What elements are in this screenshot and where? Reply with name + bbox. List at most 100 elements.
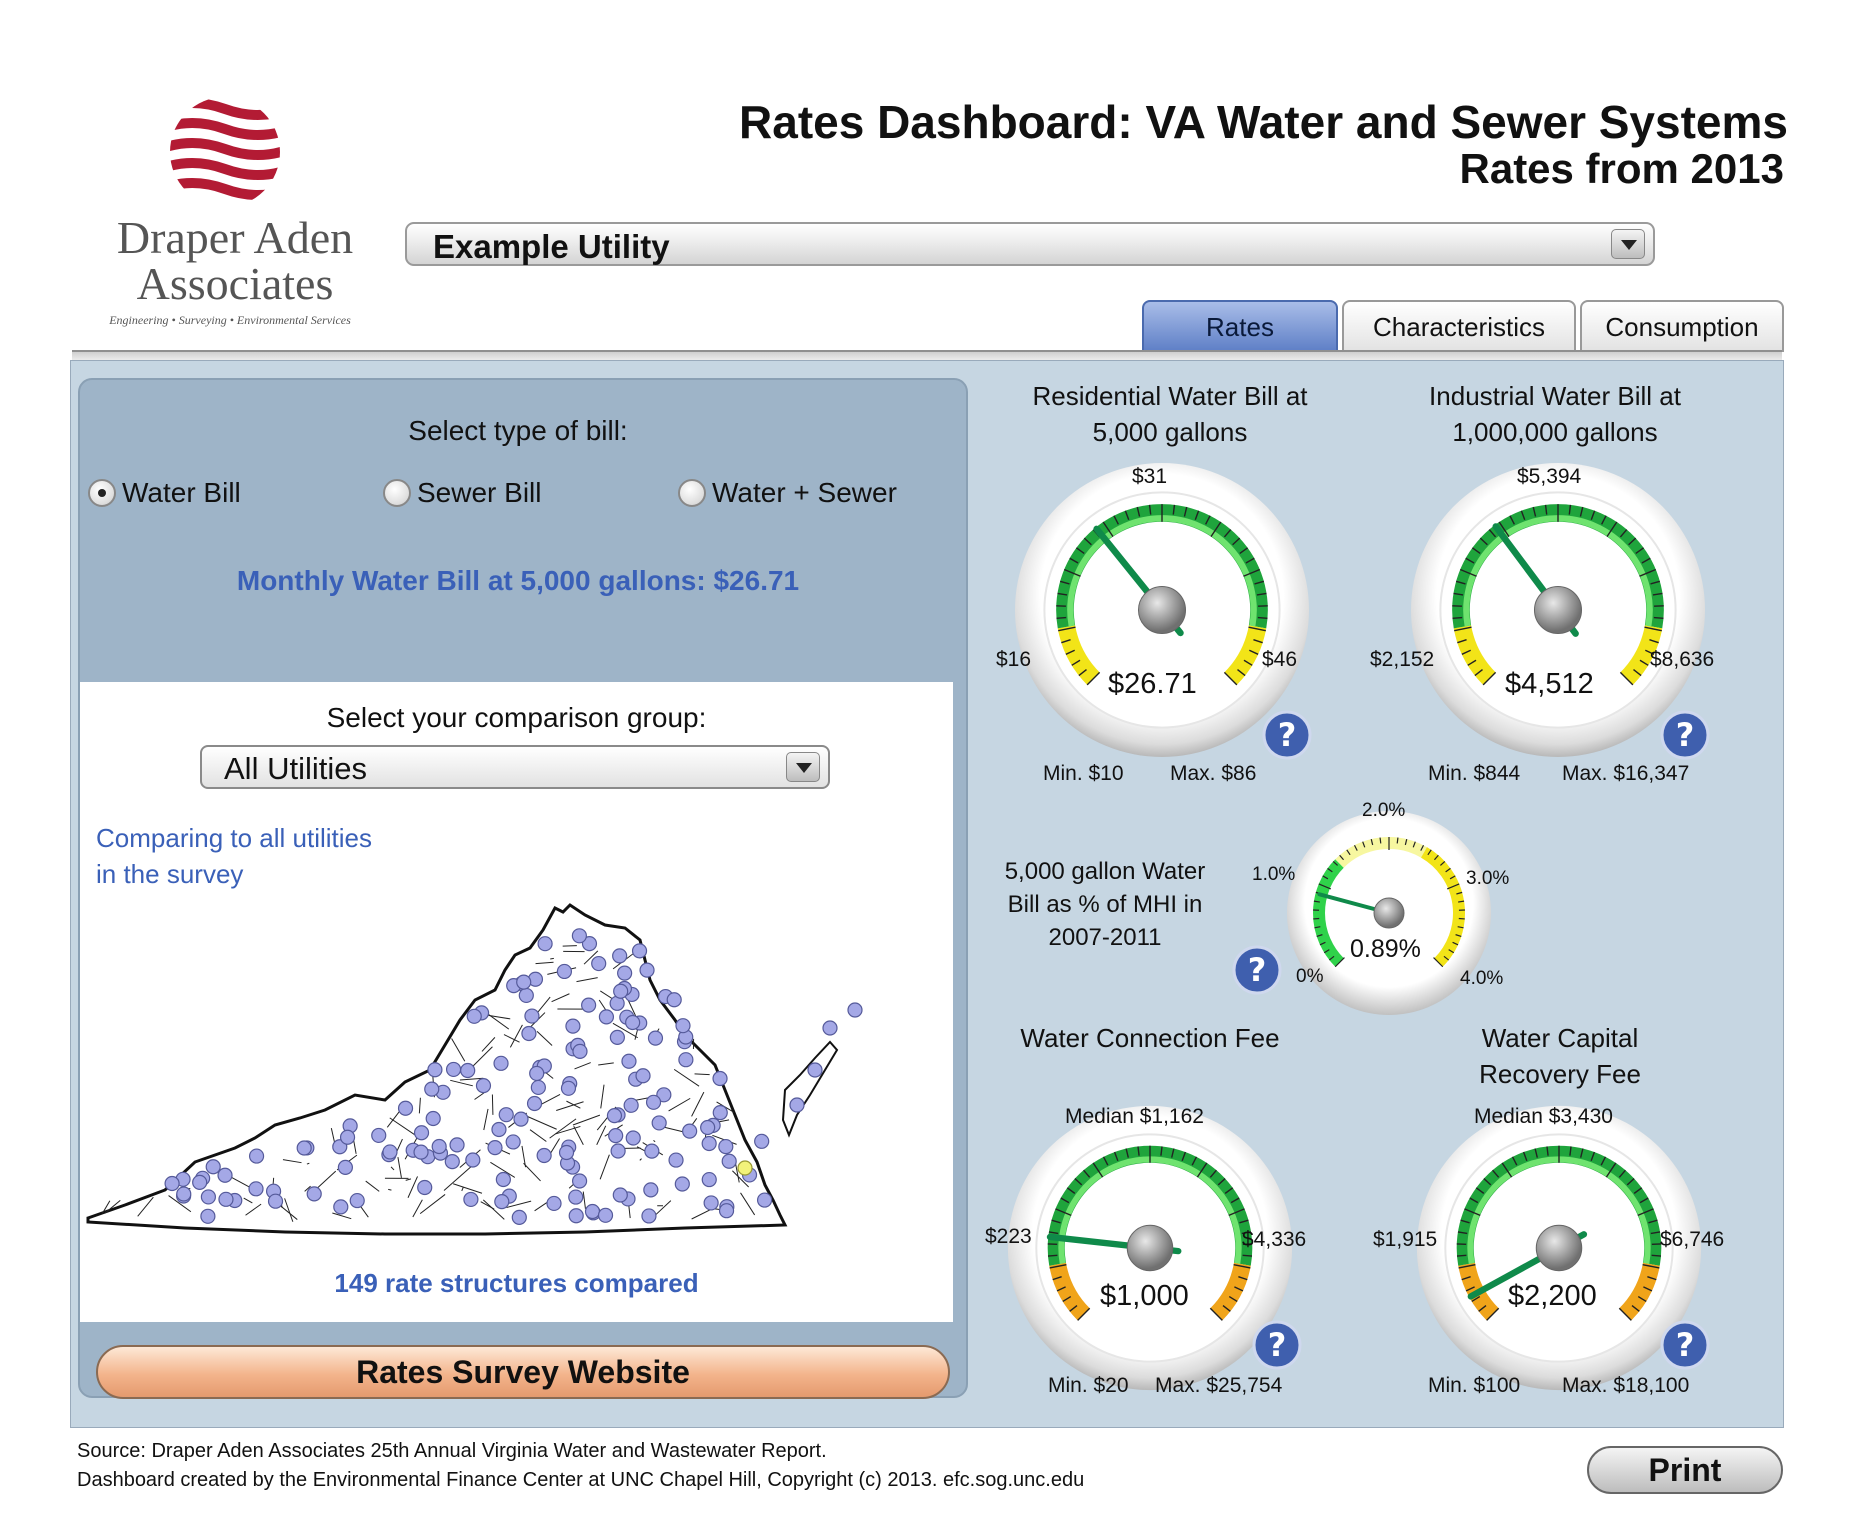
utility-marker[interactable] xyxy=(463,1191,479,1208)
help-icon[interactable]: ? xyxy=(1262,710,1312,760)
utility-marker[interactable] xyxy=(644,1143,660,1159)
utility-marker[interactable] xyxy=(701,1171,717,1188)
utility-marker[interactable] xyxy=(597,1207,614,1223)
utility-marker[interactable] xyxy=(465,1152,481,1168)
utility-marker[interactable] xyxy=(518,987,534,1004)
utility-marker[interactable] xyxy=(789,1097,805,1113)
utility-marker[interactable] xyxy=(267,1193,284,1209)
utility-marker[interactable] xyxy=(449,1137,465,1153)
radio-water-bill[interactable]: Water Bill xyxy=(88,475,241,511)
utility-marker[interactable] xyxy=(610,1143,626,1159)
utility-marker[interactable] xyxy=(460,1062,476,1079)
utility-marker[interactable] xyxy=(371,1127,387,1144)
utility-marker[interactable] xyxy=(756,1192,773,1208)
selected-utility-marker[interactable] xyxy=(737,1160,753,1176)
utility-marker[interactable] xyxy=(427,1062,443,1078)
utility-marker[interactable] xyxy=(526,1095,543,1112)
utility-marker[interactable] xyxy=(712,1104,728,1121)
utility-marker[interactable] xyxy=(847,1002,863,1018)
utility-marker[interactable] xyxy=(675,1018,691,1034)
utility-marker[interactable] xyxy=(444,1154,460,1170)
utility-marker[interactable] xyxy=(487,1139,503,1156)
utility-marker[interactable] xyxy=(581,997,597,1013)
print-button[interactable]: Print xyxy=(1587,1446,1783,1494)
utility-marker[interactable] xyxy=(560,1080,577,1096)
utility-marker[interactable] xyxy=(205,1159,221,1175)
utility-marker[interactable] xyxy=(521,1025,537,1042)
utility-marker[interactable] xyxy=(721,1153,737,1169)
utility-marker[interactable] xyxy=(306,1186,322,1202)
utility-marker[interactable] xyxy=(529,1065,545,1082)
utility-marker[interactable] xyxy=(200,1189,216,1205)
utility-marker[interactable] xyxy=(382,1144,398,1160)
tab-consumption[interactable]: Consumption xyxy=(1580,300,1784,352)
utility-marker[interactable] xyxy=(413,1144,429,1160)
utility-marker[interactable] xyxy=(754,1133,770,1149)
utility-marker[interactable] xyxy=(413,1125,430,1141)
utility-marker[interactable] xyxy=(546,1195,562,1212)
utility-marker[interactable] xyxy=(621,1053,637,1069)
utility-marker[interactable] xyxy=(682,1123,698,1139)
utility-marker[interactable] xyxy=(200,1208,216,1224)
utility-marker[interactable] xyxy=(822,1020,838,1036)
utility-marker[interactable] xyxy=(703,1195,719,1211)
utility-marker[interactable] xyxy=(217,1167,233,1183)
utility-marker[interactable] xyxy=(674,1176,690,1192)
radio-dot[interactable] xyxy=(383,479,411,507)
utility-marker[interactable] xyxy=(571,928,587,944)
utility-marker[interactable] xyxy=(417,1179,433,1196)
utility-marker[interactable] xyxy=(568,1189,584,1205)
help-icon[interactable]: ? xyxy=(1660,1320,1710,1370)
utility-marker[interactable] xyxy=(296,1140,312,1156)
utility-marker[interactable] xyxy=(613,983,629,999)
utility-marker[interactable] xyxy=(623,1097,639,1113)
utility-marker[interactable] xyxy=(475,1078,492,1094)
utility-marker[interactable] xyxy=(591,955,607,972)
radio-dot[interactable] xyxy=(88,479,116,507)
help-icon[interactable]: ? xyxy=(1660,710,1710,760)
utility-marker[interactable] xyxy=(218,1191,234,1207)
tab-rates[interactable]: Rates xyxy=(1142,300,1338,352)
radio-water-sewer[interactable]: Water + Sewer xyxy=(678,475,897,511)
utility-marker[interactable] xyxy=(524,1008,540,1024)
utility-marker[interactable] xyxy=(424,1081,440,1097)
utility-marker[interactable] xyxy=(397,1100,414,1116)
utility-marker[interactable] xyxy=(536,1147,552,1164)
utility-marker[interactable] xyxy=(651,1115,667,1131)
utility-select[interactable]: Example Utility xyxy=(405,222,1655,266)
utility-marker[interactable] xyxy=(248,1148,265,1164)
utility-marker[interactable] xyxy=(537,936,553,952)
utility-marker[interactable] xyxy=(606,1108,623,1124)
utility-marker[interactable] xyxy=(511,1209,527,1225)
utility-marker[interactable] xyxy=(192,1174,208,1190)
utility-marker[interactable] xyxy=(581,936,598,952)
chevron-down-icon[interactable] xyxy=(786,752,820,782)
utility-marker[interactable] xyxy=(466,1008,482,1024)
chevron-down-icon[interactable] xyxy=(1611,229,1645,259)
utility-marker[interactable] xyxy=(631,943,648,959)
utility-marker[interactable] xyxy=(625,1130,641,1146)
utility-marker[interactable] xyxy=(612,948,628,964)
utility-marker[interactable] xyxy=(571,1173,588,1189)
utility-marker[interactable] xyxy=(718,1138,734,1155)
utility-marker[interactable] xyxy=(635,1068,651,1084)
rates-survey-website-button[interactable]: Rates Survey Website xyxy=(96,1345,950,1399)
utility-marker[interactable] xyxy=(584,1203,601,1220)
utility-marker[interactable] xyxy=(656,1087,672,1103)
utility-markers[interactable] xyxy=(164,928,863,1225)
utility-marker[interactable] xyxy=(349,1192,365,1209)
utility-marker[interactable] xyxy=(176,1186,192,1202)
utility-marker[interactable] xyxy=(337,1159,353,1175)
utility-marker[interactable] xyxy=(718,1203,735,1219)
utility-marker[interactable] xyxy=(625,1014,641,1031)
utility-marker[interactable] xyxy=(678,1052,694,1068)
utility-marker[interactable] xyxy=(491,1121,507,1138)
utility-marker[interactable] xyxy=(608,1128,624,1144)
utility-marker[interactable] xyxy=(598,1009,615,1025)
utility-marker[interactable] xyxy=(516,974,532,990)
utility-marker[interactable] xyxy=(668,1152,684,1168)
utility-marker[interactable] xyxy=(565,1018,581,1034)
utility-marker[interactable] xyxy=(425,1110,441,1127)
radio-sewer-bill[interactable]: Sewer Bill xyxy=(383,475,541,511)
utility-marker[interactable] xyxy=(807,1062,823,1078)
